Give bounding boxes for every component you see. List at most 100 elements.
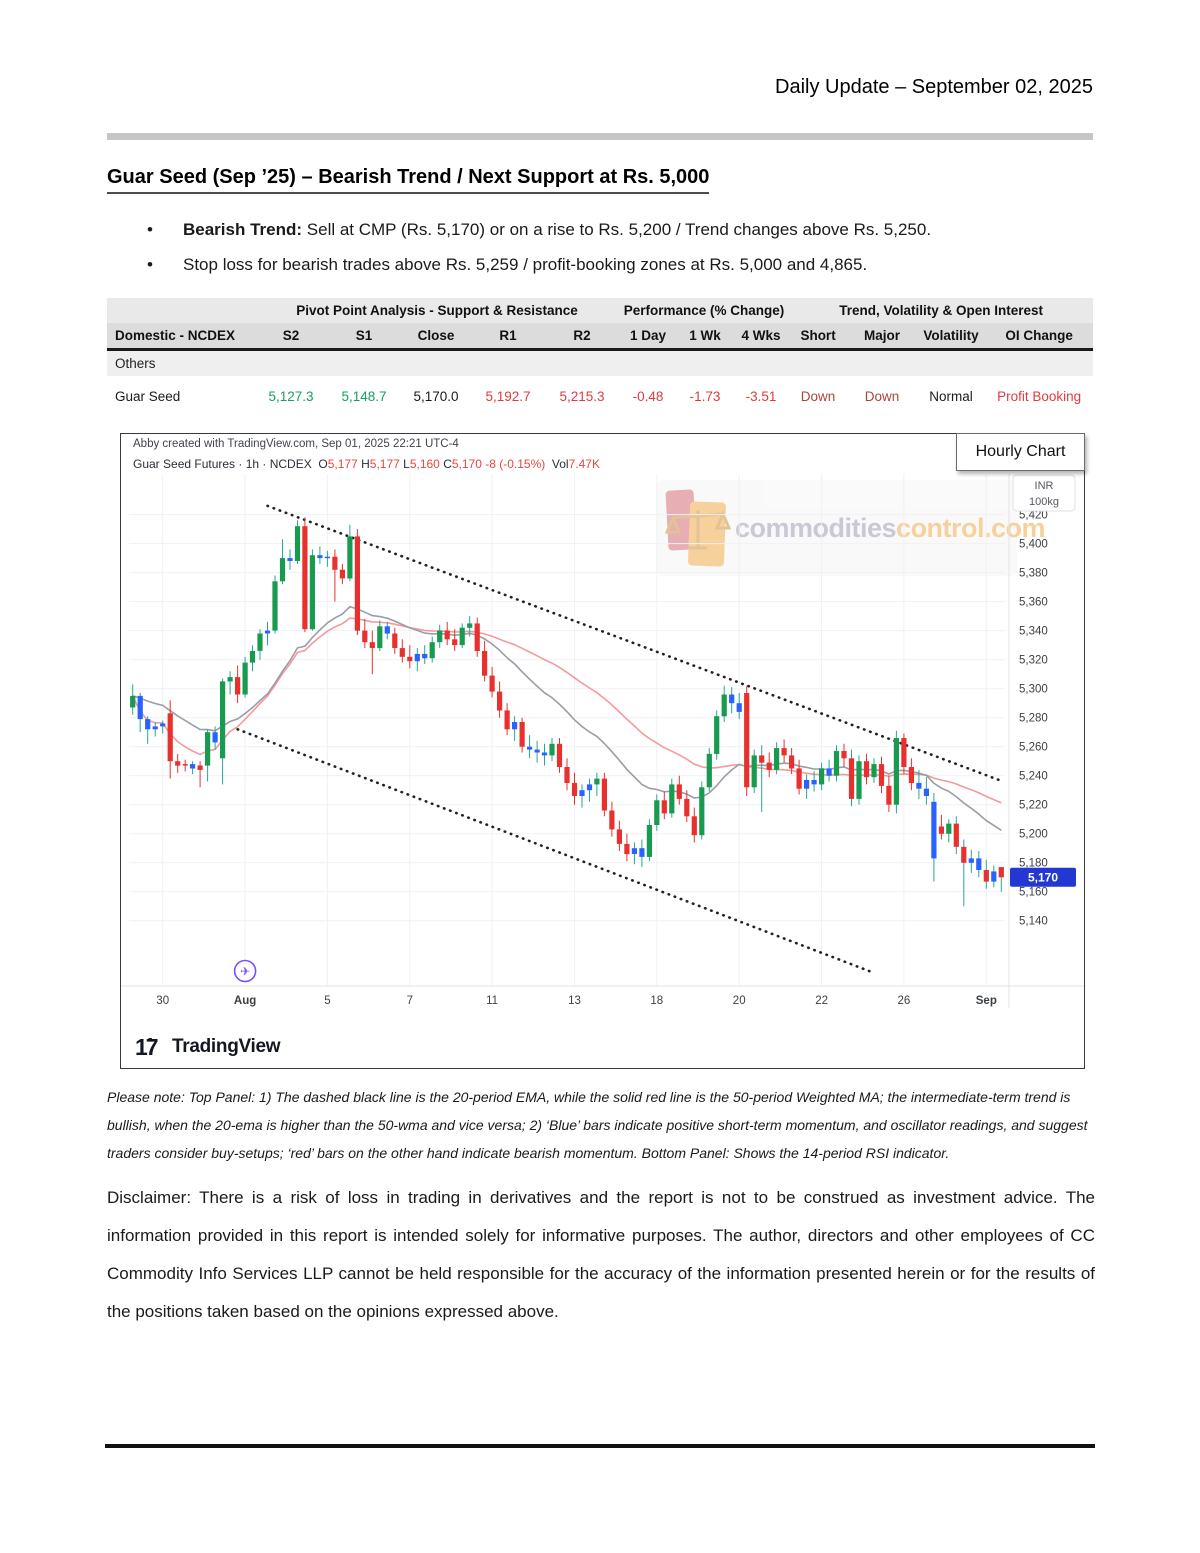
section-label: Others [107, 349, 1094, 382]
svg-text:5,200: 5,200 [1019, 829, 1048, 841]
header-divider [107, 133, 1093, 140]
group-header-performance: Performance (% Change) [623, 303, 785, 318]
group-header-pivot: Pivot Point Analysis - Support & Resista… [296, 303, 578, 318]
legend-part: H [357, 457, 370, 471]
tradingview-logo-text: TradingView [172, 1036, 281, 1057]
svg-text:5,280: 5,280 [1019, 713, 1048, 725]
trend-channel [236, 504, 1005, 975]
ema-20-line [132, 605, 1002, 831]
legend-part: 5,177 [327, 457, 358, 471]
tradingview-mark-icon: 17 [135, 1035, 160, 1059]
table-section-row: Others [107, 349, 1094, 382]
tradingview-logo[interactable]: 17 TradingView [135, 1034, 281, 1060]
cell-s2: 5,127.3 [255, 379, 327, 411]
svg-text:13: 13 [568, 995, 581, 1007]
legend-part: 5,170 [451, 457, 482, 471]
summary-bullets: Bearish Trend: Sell at CMP (Rs. 5,170) o… [107, 218, 1093, 277]
grid-lines [129, 474, 1005, 986]
svg-text:5,260: 5,260 [1019, 742, 1048, 754]
svg-text:5,420: 5,420 [1019, 510, 1048, 522]
group-header-trend: Trend, Volatility & Open Interest [839, 303, 1043, 318]
col-s1: S1 [327, 323, 401, 351]
legend-part: Guar Seed Futures · 1h · NCDEX [133, 457, 319, 471]
legend-part: Vol [545, 457, 569, 471]
table-row-guar-seed: Guar Seed 5,127.3 5,148.7 5,170.0 5,192.… [107, 379, 1094, 411]
svg-text:5,320: 5,320 [1019, 655, 1048, 667]
svg-text:20: 20 [733, 995, 746, 1007]
cell-4wks: -3.51 [733, 379, 790, 411]
chart-attribution: Abby created with TradingView.com, Sep 0… [133, 438, 459, 450]
price-chart-card: Hourly Chart Abby created with TradingVi… [120, 433, 1085, 1069]
svg-text:22: 22 [815, 995, 828, 1007]
cell-r2: 5,215.3 [545, 379, 620, 411]
col-r1: R1 [471, 323, 545, 351]
cell-r1: 5,192.7 [471, 379, 545, 411]
bullet-bearish-trend: Bearish Trend: Sell at CMP (Rs. 5,170) o… [147, 218, 1093, 242]
col-1day: 1 Day [619, 323, 678, 351]
chart-note: Please note: Top Panel: 1) The dashed bl… [107, 1089, 1088, 1161]
svg-text:Aug: Aug [234, 995, 256, 1007]
col-s2: S2 [255, 323, 327, 351]
svg-text:26: 26 [898, 995, 911, 1007]
col-4wks: 4 Wks [733, 323, 790, 351]
svg-text:5,220: 5,220 [1019, 800, 1048, 812]
y-axis-labels: 5,420 5,400 5,380 5,360 5,340 5,320 5,300 5,280… [1019, 510, 1048, 928]
col-volatility: Volatility [917, 323, 986, 351]
col-close: Close [401, 323, 471, 351]
svg-text:Sep: Sep [976, 995, 997, 1007]
candlestick-plot[interactable]: 5,420 5,400 5,380 5,360 5,340 5,320 5,300 5,280… [121, 474, 1084, 1030]
svg-text:5,240: 5,240 [1019, 771, 1048, 783]
table-column-header-row: Domestic - NCDEX S2 S1 Close R1 R2 1 Day… [107, 323, 1094, 351]
watermark-text: commoditiescontrol.com [735, 512, 1046, 543]
cell-1day: -0.48 [619, 379, 678, 411]
axis-unit-box: INR 100kg [1012, 474, 1076, 512]
page-title: Guar Seed (Sep ’25) – Bearish Trend / Ne… [107, 166, 1093, 194]
page-title-text: Guar Seed (Sep ’25) – Bearish Trend / Ne… [107, 166, 710, 194]
footer-divider [105, 1444, 1095, 1448]
report-header: Daily Update – September 02, 2025 [775, 76, 1093, 98]
col-major: Major [847, 323, 918, 351]
svg-text:5,340: 5,340 [1019, 626, 1048, 638]
svg-text:INR: INR [1035, 480, 1054, 492]
svg-text:7: 7 [407, 995, 413, 1007]
svg-text:30: 30 [156, 995, 169, 1007]
col-oi-change: OI Change [985, 323, 1094, 351]
pivot-analysis-table: Pivot Point Analysis - Support & Resista… [107, 298, 1094, 411]
cell-major-trend: Down [847, 379, 918, 411]
legend-part: 7.47K [568, 457, 600, 471]
airplane-holiday-icon: ✈ [233, 959, 257, 983]
svg-text:100kg: 100kg [1029, 496, 1059, 508]
svg-text:5,400: 5,400 [1019, 539, 1048, 551]
cell-volatility: Normal [917, 379, 986, 411]
chart-ohlc-legend: Guar Seed Futures · 1h · NCDEX O5,177 H5… [133, 457, 600, 471]
cell-oi-change: Profit Booking [985, 379, 1094, 411]
cell-close: 5,170.0 [401, 379, 471, 411]
svg-text:5,160: 5,160 [1019, 887, 1048, 899]
svg-text:11: 11 [486, 995, 498, 1007]
bullet-text: Stop loss for bearish trades above Rs. 5… [183, 255, 868, 274]
candles-layer [130, 517, 1004, 907]
svg-text:5,180: 5,180 [1019, 858, 1048, 870]
legend-part: O [318, 457, 328, 471]
legend-part: L [399, 457, 410, 471]
table-group-header-row: Pivot Point Analysis - Support & Resista… [107, 298, 1094, 323]
last-price-badge: 5,170 [1010, 867, 1076, 887]
bullet-stop-loss: Stop loss for bearish trades above Rs. 5… [147, 253, 1093, 277]
bullet-text: Sell at CMP (Rs. 5,170) or on a rise to … [302, 220, 932, 239]
cell-short-trend: Down [789, 379, 848, 411]
svg-text:5,380: 5,380 [1019, 568, 1048, 580]
legend-part: C [439, 457, 452, 471]
legend-part: 5,177 [369, 457, 400, 471]
svg-text:18: 18 [650, 995, 663, 1007]
svg-text:5,360: 5,360 [1019, 597, 1048, 609]
legend-part: 5,160 [409, 457, 440, 471]
svg-text:17: 17 [135, 1035, 158, 1059]
cell-1wk: -1.73 [677, 379, 734, 411]
hourly-chart-badge: Hourly Chart [956, 433, 1085, 471]
x-axis-labels: 30 Aug 5 7 11 13 18 20 22 26 Sep [156, 995, 997, 1007]
cell-commodity: Guar Seed [107, 379, 255, 411]
svg-text:5,300: 5,300 [1019, 684, 1048, 696]
cell-s1: 5,148.7 [327, 379, 401, 411]
col-short: Short [789, 323, 848, 351]
